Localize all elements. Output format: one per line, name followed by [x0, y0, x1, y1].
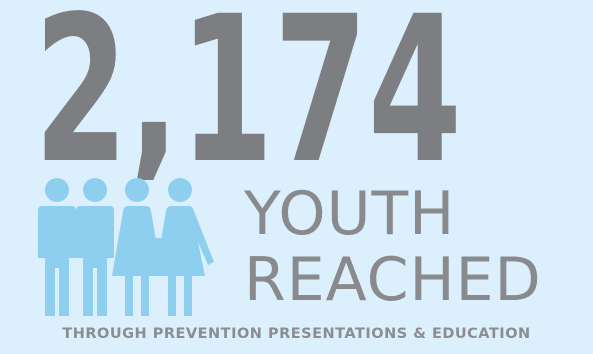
boy-figure-icon — [38, 178, 76, 316]
stat-value-graphic: 2,174 — [34, 0, 462, 180]
girl-figure-icon — [112, 178, 162, 316]
stat-value-container: 2,174 — [34, 0, 462, 180]
headline-line-1: YOUTH — [244, 179, 456, 249]
youth-figures-graphic — [38, 178, 214, 316]
subtitle: THROUGH PREVENTION PRESENTATIONS & EDUCA… — [62, 326, 531, 342]
headline-line-2: REACHED — [244, 245, 542, 315]
girl-figure-icon — [155, 178, 214, 316]
headline: YOUTH REACHED — [244, 180, 584, 320]
stat-value: 2,174 — [34, 0, 462, 180]
youth-group-icon — [36, 178, 216, 320]
boy-figure-icon — [76, 178, 114, 316]
